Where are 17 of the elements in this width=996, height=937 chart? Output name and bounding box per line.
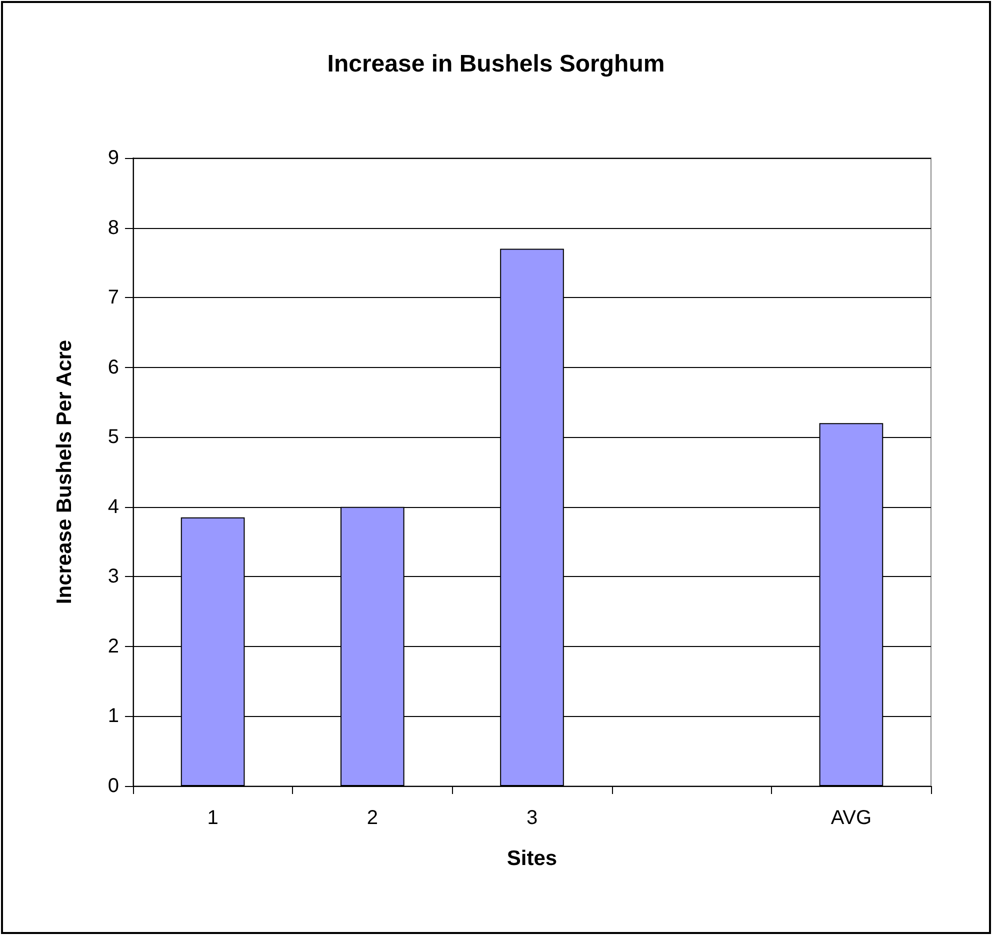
x-tick-label: 2 <box>366 807 378 829</box>
x-axis-title: Sites <box>506 847 558 870</box>
y-tick-label: 7 <box>108 286 119 309</box>
y-tick-label: 3 <box>108 566 119 588</box>
x-tick-label: 1 <box>207 807 218 829</box>
x-tick-label: AVG <box>830 807 872 829</box>
y-tick-label: 9 <box>108 147 119 169</box>
y-tick-label: 6 <box>108 356 119 378</box>
x-tick-label: 3 <box>526 807 538 829</box>
y-tick-label: 2 <box>108 635 119 658</box>
y-tick-label: 0 <box>108 775 119 797</box>
y-axis-title: Increase Bushels Per Acre <box>53 340 76 604</box>
y-tick-label: 4 <box>108 496 119 518</box>
y-tick-label: 5 <box>108 426 119 448</box>
y-tick-label: 1 <box>108 705 119 728</box>
y-tick-label: 8 <box>108 216 119 239</box>
chart-title: Increase in Bushels Sorghum <box>327 50 665 78</box>
